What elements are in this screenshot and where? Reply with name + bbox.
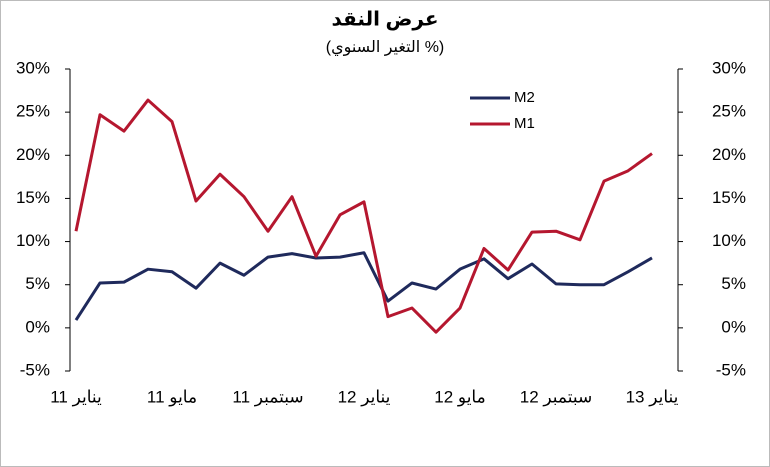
y2-tick-label: 25% (712, 102, 746, 121)
y-tick-label: 10% (16, 231, 50, 250)
y-tick-label: 15% (16, 188, 50, 207)
y-tick-label: 5% (25, 274, 50, 293)
legend-label: M1 (514, 115, 535, 132)
series-line (74, 251, 653, 321)
y2-tick-label: 10% (712, 231, 746, 250)
x-tick-label: مايو 11 (147, 387, 197, 406)
y-tick-label: 20% (16, 145, 50, 164)
x-tick-label: يناير 12 (338, 387, 391, 406)
y2-tick-label: 5% (721, 274, 746, 293)
chart-subtitle: (التغير السنوي %) (326, 39, 445, 57)
y2-tick-label: 30% (712, 58, 746, 77)
x-tick-label: سبتمبر 12 (520, 387, 593, 406)
y2-tick-label: 0% (721, 317, 746, 336)
y-tick-label: -5% (20, 360, 50, 379)
y-tick-label: 25% (16, 102, 50, 121)
x-tick-label: سبتمبر 11 (232, 387, 303, 406)
x-tick-label: مايو 12 (434, 387, 485, 406)
y2-tick-label: -5% (716, 360, 746, 379)
y2-tick-label: 20% (712, 145, 746, 164)
y-tick-label: 30% (16, 58, 50, 77)
y2-tick-label: 15% (712, 188, 746, 207)
y-tick-label: 0% (25, 317, 50, 336)
series-line (74, 98, 653, 334)
chart-title: عرض النقد (331, 8, 438, 30)
legend-label: M2 (514, 89, 535, 106)
x-tick-label: يناير 11 (50, 387, 102, 406)
x-tick-label: يناير 13 (626, 387, 679, 406)
